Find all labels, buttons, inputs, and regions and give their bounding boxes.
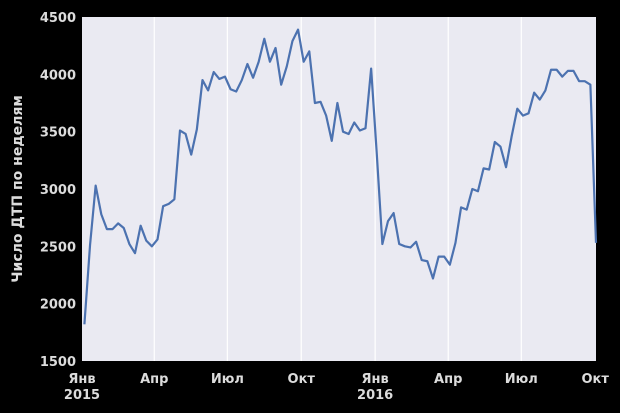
y-tick-label: 2000: [40, 298, 76, 313]
x-tick-label: Окт: [288, 372, 316, 387]
y-axis-ticks: 1500 2000 2500 3000 3500 4000 4500: [40, 11, 76, 370]
y-tick-label: 4000: [40, 68, 76, 83]
x-tick-label: Июл: [211, 372, 244, 387]
y-tick-label: 2500: [40, 240, 76, 255]
vertical-gridlines: [153, 17, 522, 361]
x-tick-label: Окт: [581, 372, 609, 387]
plot-area: [82, 17, 596, 361]
x-tick-label: Апр: [434, 372, 462, 387]
y-tick-label: 1500: [40, 355, 76, 370]
x-tick-label: Янв: [68, 372, 95, 387]
x-tick-year-label: 2016: [357, 388, 393, 403]
y-axis-label: Число ДТП по неделям: [10, 95, 26, 283]
series-line: [83, 28, 598, 325]
y-tick-label: 3000: [40, 183, 76, 198]
x-tick-year-label: 2015: [64, 388, 100, 403]
y-tick-label: 3500: [40, 126, 76, 141]
x-tick-label: Янв: [362, 372, 389, 387]
x-tick-label: Апр: [140, 372, 168, 387]
x-tick-label: Июл: [505, 372, 538, 387]
y-tick-label: 4500: [40, 11, 76, 26]
